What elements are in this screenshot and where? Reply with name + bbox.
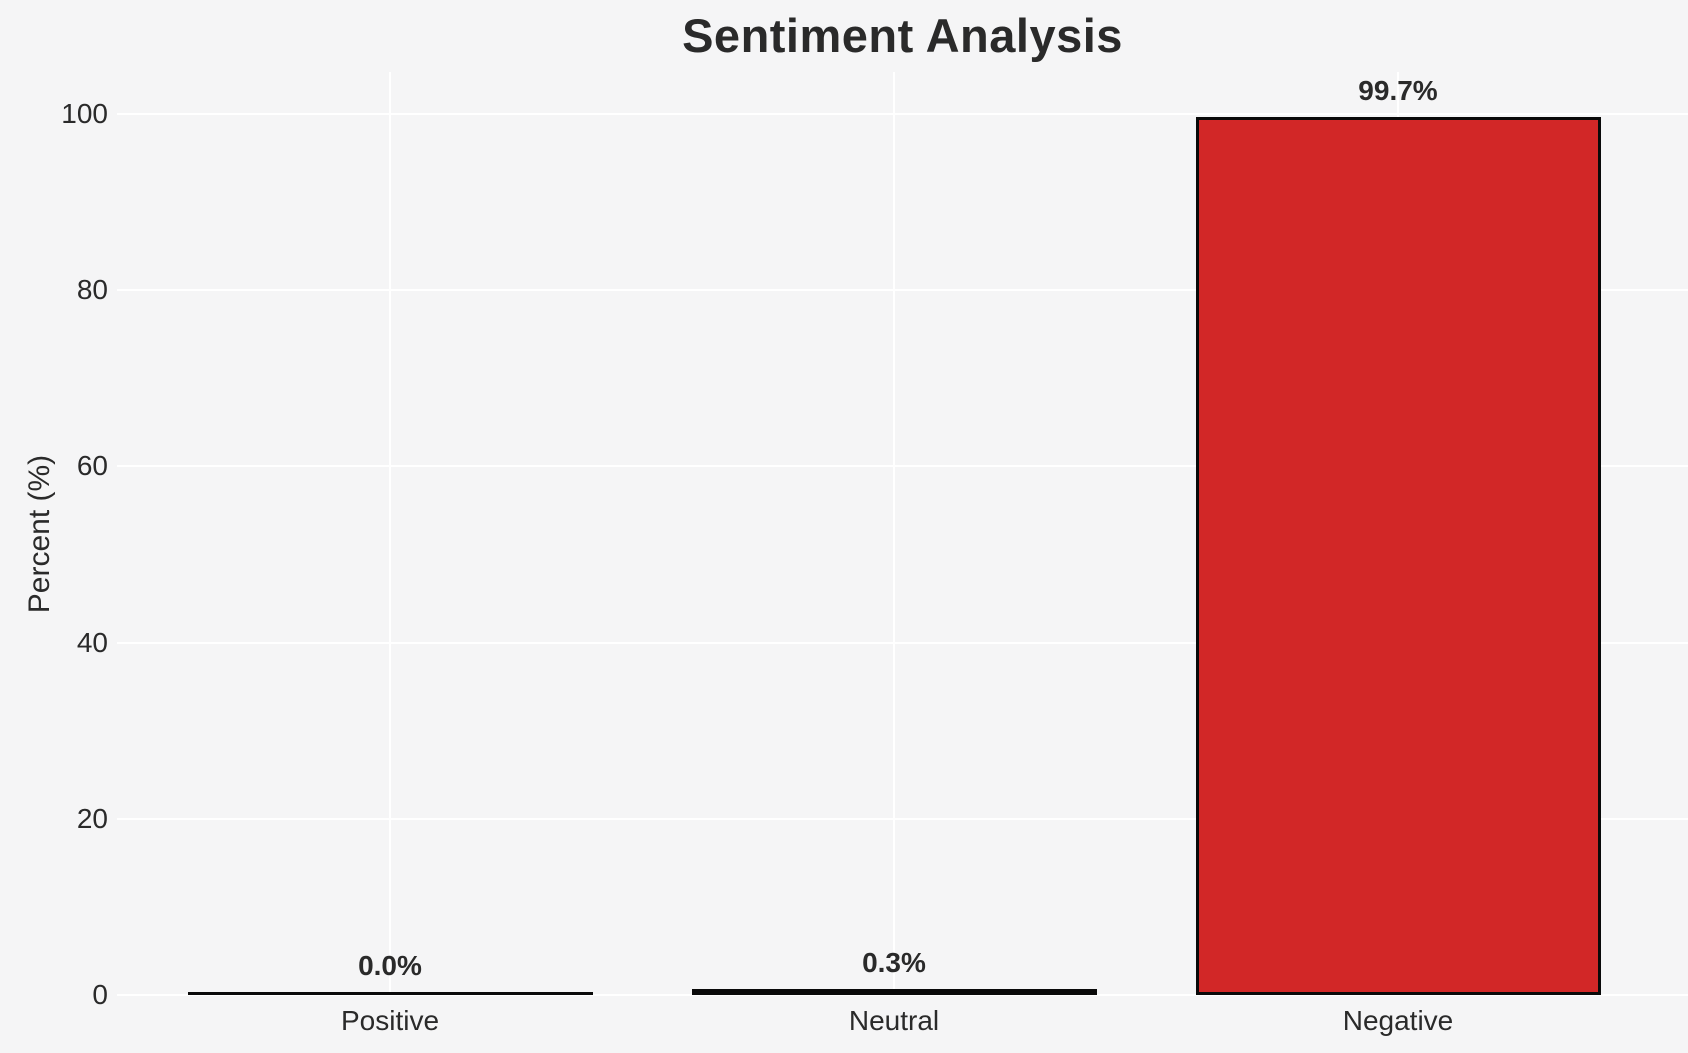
h-gridline: [117, 994, 1688, 996]
y-tick-label: 100: [61, 98, 108, 129]
y-tick-label: 0: [92, 979, 108, 1010]
x-tick-label: Positive: [340, 1005, 440, 1036]
bar-negative: [1195, 117, 1601, 995]
v-gridline: [389, 72, 391, 995]
x-tick-label: Negative: [1342, 1005, 1454, 1036]
v-gridline: [893, 72, 895, 995]
y-tick-label: 20: [76, 802, 108, 834]
h-gridline: [117, 641, 1688, 644]
bar-positive: [187, 992, 593, 995]
h-gridline: [117, 113, 1688, 115]
bar-value-label: 0.0%: [358, 950, 422, 981]
y-tick-label: 60: [76, 450, 108, 482]
h-gridline: [117, 465, 1688, 468]
bar-value-label: 99.7%: [1358, 75, 1438, 106]
h-gridline: [117, 289, 1688, 292]
y-tick-label: 40: [76, 626, 108, 658]
bar-neutral: [691, 989, 1097, 995]
x-tick-label: Neutral: [848, 1005, 940, 1036]
chart-title: Sentiment Analysis: [682, 9, 1123, 62]
h-gridline: [117, 817, 1688, 820]
bar-value-label: 0.3%: [862, 947, 926, 978]
y-tick-label: 80: [76, 274, 108, 306]
